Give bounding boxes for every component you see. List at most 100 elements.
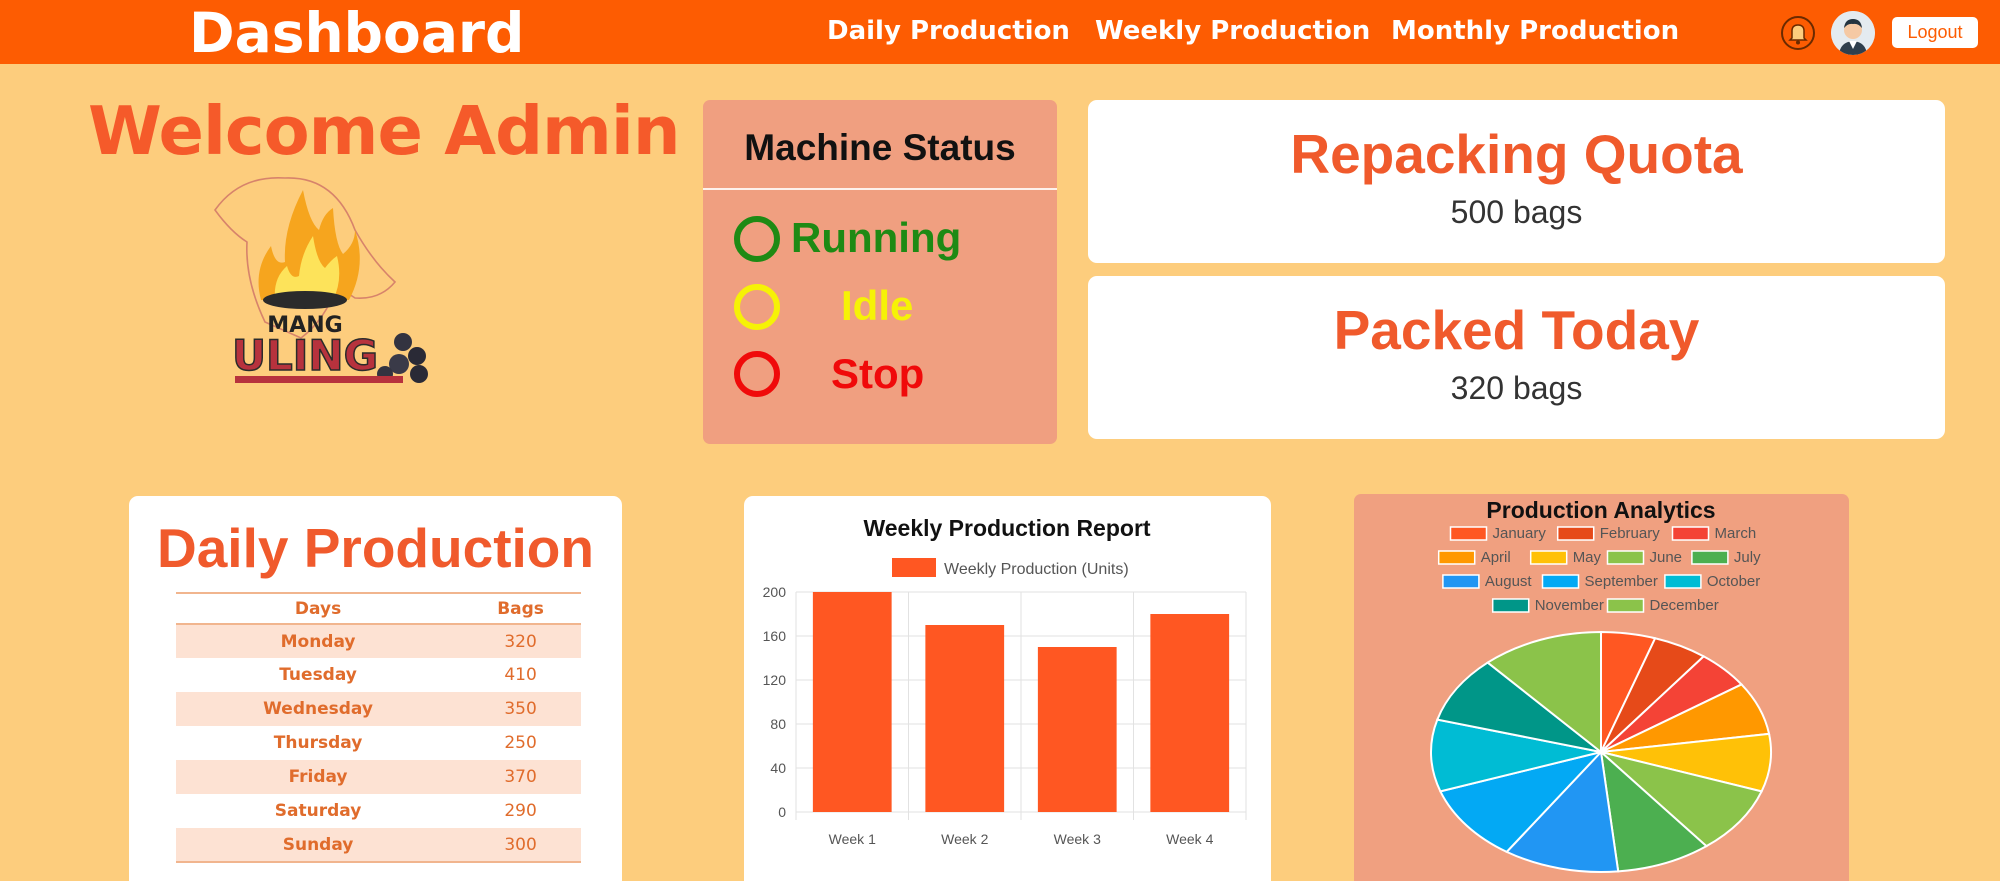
legend-swatch[interactable] [1442, 574, 1480, 589]
legend-swatch[interactable] [1541, 574, 1580, 589]
day-cell: Monday [176, 624, 461, 658]
status-stop-label: Stop [831, 350, 925, 397]
user-avatar-icon[interactable] [1831, 11, 1875, 55]
legend-label-november[interactable]: November [1535, 597, 1604, 614]
table-row: Friday 370 [176, 760, 581, 794]
table-row: Wednesday 350 [176, 692, 581, 726]
status-idle-label: Idle [841, 282, 914, 329]
legend-swatch[interactable] [1606, 598, 1645, 613]
y-tick-label: 0 [778, 804, 786, 820]
bags-cell: 370 [460, 760, 581, 794]
daily-production-card: Daily Production Days Bags Monday 320 Tue… [129, 496, 622, 881]
packed-today-value: 320 bags [1450, 370, 1583, 406]
pie-slice-july[interactable] [1599, 749, 1709, 873]
y-tick-label: 160 [763, 628, 787, 644]
nav-monthly-production[interactable]: Monthly Production [1391, 16, 1680, 46]
chart-title: Production Analytics [1486, 497, 1715, 523]
production-analytics-card: Production Analytics January February Marc… [1354, 494, 1849, 881]
daily-production-title: Daily Production [157, 517, 594, 579]
chart-title: Weekly Production Report [863, 515, 1150, 541]
production-analytics-chart: Production Analytics January February Marc… [1430, 497, 1772, 873]
legend-label-december[interactable]: December [1650, 597, 1719, 614]
bags-cell: 350 [460, 692, 581, 726]
repacking-quota-value: 500 bags [1450, 194, 1583, 230]
day-cell: Friday [176, 760, 461, 794]
x-tick-label: Week 3 [1054, 831, 1101, 847]
divider [703, 188, 1057, 190]
legend-swatch[interactable] [1664, 574, 1702, 589]
pie-slice-june[interactable] [1600, 751, 1764, 848]
weekly-production-card: Weekly Production Report Weekly Producti… [744, 496, 1271, 881]
bar-week-4[interactable] [1150, 614, 1230, 812]
legend-swatch[interactable] [892, 558, 936, 577]
legend-swatch[interactable] [1491, 598, 1530, 613]
legend-label-june[interactable]: June [1650, 549, 1683, 566]
legend-label[interactable]: Weekly Production (Units) [944, 561, 1129, 578]
idle-status-icon [734, 284, 780, 330]
x-tick-label: Week 2 [941, 831, 988, 847]
legend-label-october[interactable]: October [1707, 573, 1760, 590]
y-tick-label: 40 [770, 760, 786, 776]
legend-swatch[interactable] [1606, 550, 1645, 565]
legend-label-july[interactable]: July [1734, 549, 1761, 566]
table-row: Thursday 250 [176, 726, 581, 760]
legend-swatch[interactable] [1691, 550, 1729, 565]
bags-cell: 250 [504, 733, 537, 753]
legend-swatch[interactable] [1529, 550, 1568, 565]
day-cell: Saturday [274, 801, 362, 821]
bar-week-3[interactable] [1037, 647, 1117, 812]
top-navbar: Dashboard Daily Production Weekly Produc… [0, 0, 2000, 64]
bags-cell: 410 [504, 665, 537, 685]
column-header-bags: Bags [460, 592, 581, 625]
daily-production-table: Days Bags Monday 320 Tuesday 410 Wednesday… [176, 592, 581, 863]
legend-swatch[interactable] [1449, 526, 1488, 541]
svg-text:MANG: MANG [267, 313, 342, 338]
pie-slice-august[interactable] [1505, 749, 1620, 873]
bar-week-1[interactable] [812, 592, 892, 812]
y-tick-label: 200 [763, 584, 787, 600]
legend-label-september[interactable]: September [1585, 573, 1658, 590]
day-cell: Sunday [176, 828, 461, 863]
stop-status-icon [734, 351, 780, 397]
status-running-label: Running [791, 214, 962, 261]
column-header-days: Days [176, 592, 461, 625]
legend-label-august[interactable]: August [1485, 573, 1533, 590]
bar-week-2[interactable] [925, 625, 1005, 812]
machine-status-title: Machine Status [744, 127, 1016, 168]
repacking-quota-title: Repacking Quota [1290, 123, 1743, 185]
y-tick-label: 120 [763, 672, 787, 688]
legend-swatch[interactable] [1437, 550, 1476, 565]
x-tick-label: Week 4 [1166, 831, 1213, 847]
legend-label-january[interactable]: January [1493, 525, 1547, 542]
legend-swatch[interactable] [1671, 526, 1710, 541]
bags-cell: 300 [460, 828, 581, 863]
weekly-production-chart: Weekly Production Report Weekly Producti… [763, 515, 1247, 847]
mang-uling-logo: MANG ULING [214, 176, 428, 383]
day-cell: Thursday [273, 733, 363, 753]
legend-label-february[interactable]: February [1600, 525, 1661, 542]
nav-daily-production[interactable]: Daily Production [827, 16, 1070, 46]
svg-text:ULING: ULING [232, 331, 378, 380]
legend-label-april[interactable]: April [1481, 549, 1511, 566]
legend-swatch[interactable] [1556, 526, 1595, 541]
table-row: Sunday 300 [176, 828, 581, 863]
bell-icon[interactable] [1781, 16, 1815, 50]
legend-label-may[interactable]: May [1573, 549, 1602, 566]
pie-slice-october[interactable] [1430, 718, 1602, 793]
legend-label-march[interactable]: March [1715, 525, 1757, 542]
packed-today-card: Packed Today 320 bags [1088, 276, 1945, 439]
table-row: Monday 320 [176, 624, 581, 658]
day-cell: Wednesday [176, 692, 461, 726]
day-cell: Tuesday [279, 665, 357, 685]
pie-slice-september[interactable] [1438, 750, 1605, 854]
pie-slice-december[interactable] [1485, 630, 1602, 755]
brand-title: Dashboard [189, 1, 525, 65]
table-row: Saturday 290 [176, 794, 581, 828]
packed-today-title: Packed Today [1333, 299, 1700, 361]
pie-slice-november[interactable] [1435, 661, 1602, 753]
logout-button[interactable]: Logout [1892, 17, 1978, 48]
x-tick-label: Week 1 [829, 831, 876, 847]
nav-weekly-production[interactable]: Weekly Production [1095, 16, 1371, 46]
table-header-row: Days Bags [176, 592, 581, 625]
machine-status-card: Machine Status Running Idle Stop [703, 100, 1057, 444]
